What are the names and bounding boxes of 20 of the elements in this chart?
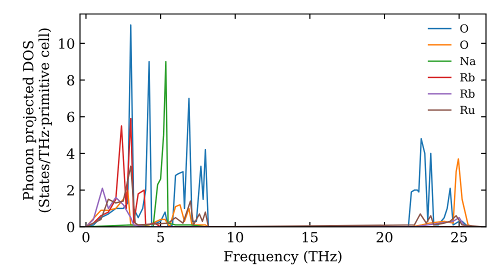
y-axis-title: Phonon projected DOS (States/THz·primitive cell) [22,28,52,212]
x-tick-label: 25 [451,232,467,242]
y-tick-label: 6 [67,112,74,122]
x-axis-title: Frequency (THz) [224,250,342,264]
x-tick-label: 5 [157,232,164,242]
x-tick-label: 10 [228,232,244,242]
legend-label: Ru [460,106,475,114]
legend-label: Na [460,56,476,66]
x-tick-label: 20 [376,232,392,242]
y-tick-label: 2 [67,185,74,196]
legend-label: O [460,24,468,33]
y-tick-label: 8 [67,75,74,86]
y-tick-label: 0 [67,222,74,232]
legend-label: Rb [460,72,475,82]
x-tick-label: 0 [82,232,90,242]
y-tick-label: 4 [66,148,74,159]
legend-label: Rb [460,89,475,98]
y-tick-label: 10 [59,38,74,49]
legend-label: O [460,40,468,49]
x-tick-label: 15 [302,232,318,242]
